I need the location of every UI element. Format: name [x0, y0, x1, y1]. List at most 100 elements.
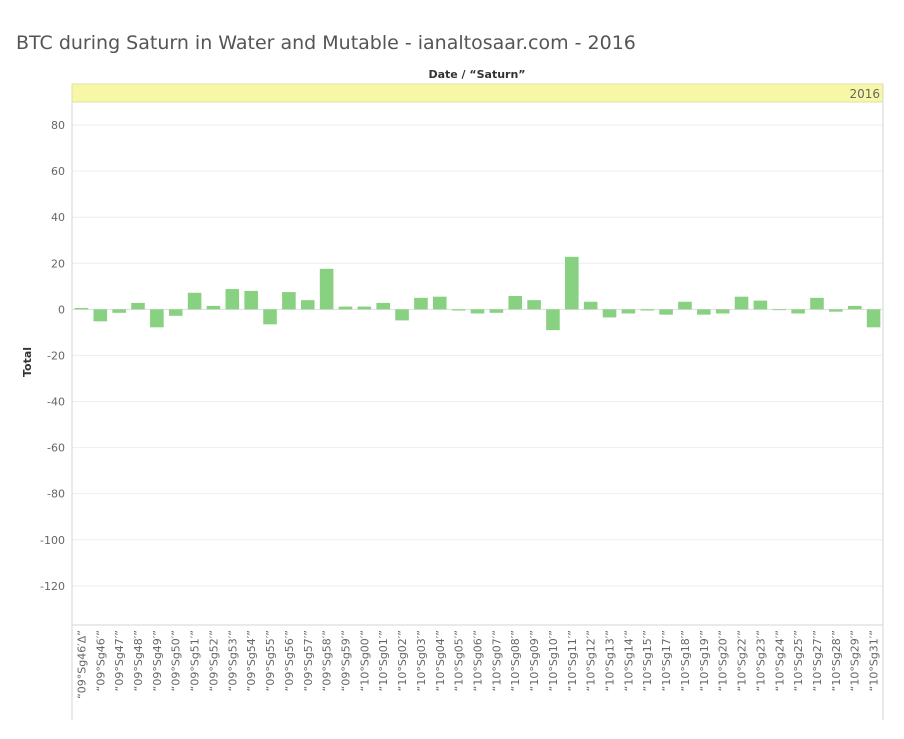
- x-tick-label: “10°Sg20′”: [717, 630, 730, 691]
- bar[interactable]: [74, 307, 89, 310]
- bar[interactable]: [206, 305, 221, 310]
- x-tick-label: “10°Sg01′”: [377, 630, 390, 691]
- bar[interactable]: [263, 309, 277, 325]
- bar[interactable]: [300, 300, 315, 310]
- x-tick-label: “10°Sg18′”: [679, 630, 692, 691]
- x-tick-label: “10°Sg03′”: [415, 630, 428, 691]
- bar[interactable]: [527, 300, 541, 310]
- x-tick-label: “10°Sg15′”: [641, 630, 654, 691]
- bar[interactable]: [734, 296, 749, 310]
- bar[interactable]: [225, 289, 240, 310]
- bar[interactable]: [131, 302, 145, 310]
- y-tick-label: -100: [40, 534, 65, 547]
- x-tick-label: “10°Sg11′”: [566, 630, 579, 691]
- bar[interactable]: [319, 268, 334, 310]
- bar[interactable]: [357, 306, 372, 310]
- bars: [74, 256, 881, 331]
- x-tick-label: “10°Sg23′”: [754, 630, 767, 691]
- panel-header-band: [71, 83, 884, 103]
- x-tick-label: “10°Sg04′”: [434, 630, 447, 691]
- x-tick-label: “09°Sg48′”: [132, 630, 145, 691]
- x-tick-label: “09°Sg52′”: [207, 630, 220, 691]
- x-tick-label: “09°Sg58′”: [321, 630, 334, 691]
- x-tick-label: “10°Sg00′”: [358, 630, 371, 691]
- bar[interactable]: [414, 297, 428, 310]
- bar[interactable]: [847, 305, 862, 310]
- x-axis-ticks: “09°Sg46′Δ” “09°Sg46′” “09°Sg47′” “09°Sg48′…: [75, 630, 880, 699]
- bar[interactable]: [376, 302, 390, 310]
- bar[interactable]: [866, 309, 881, 328]
- bar[interactable]: [187, 292, 202, 310]
- panel-year-label: 2016: [849, 87, 880, 101]
- x-tick-label: “10°Sg10′”: [547, 630, 560, 691]
- chart-title: BTC during Saturn in Water and Mutable -…: [16, 32, 636, 54]
- bar[interactable]: [451, 309, 466, 311]
- bar[interactable]: [112, 309, 126, 313]
- y-tick-label: 40: [51, 211, 65, 224]
- x-tick-label: “10°Sg17′”: [660, 630, 673, 691]
- x-tick-label: “10°Sg09′”: [528, 630, 541, 691]
- bar[interactable]: [432, 296, 447, 310]
- bar[interactable]: [93, 309, 108, 322]
- bar[interactable]: [640, 309, 655, 311]
- y-tick-label: 60: [51, 165, 65, 178]
- x-tick-label: “09°Sg59′”: [339, 630, 352, 691]
- y-axis-label: Total: [21, 347, 34, 377]
- x-tick-label: “09°Sg54′”: [245, 630, 258, 691]
- bar[interactable]: [565, 256, 579, 310]
- bar[interactable]: [715, 309, 730, 314]
- x-tick-label: “10°Sg14′”: [622, 630, 635, 691]
- bar[interactable]: [470, 309, 485, 314]
- x-tick-label: “10°Sg29′”: [849, 630, 862, 691]
- x-tick-label: “10°Sg24′”: [773, 630, 786, 691]
- x-tick-label: “09°Sg57′”: [302, 630, 315, 691]
- bar[interactable]: [791, 309, 805, 314]
- bar[interactable]: [602, 309, 617, 318]
- bar[interactable]: [753, 300, 768, 310]
- x-tick-label: “09°Sg47′”: [113, 630, 126, 691]
- x-tick-label: “10°Sg08′”: [509, 630, 522, 691]
- y-tick-label: -120: [40, 580, 65, 593]
- bar[interactable]: [678, 301, 692, 310]
- bar[interactable]: [583, 301, 598, 310]
- x-tick-label: “10°Sg19′”: [698, 630, 711, 691]
- x-tick-label: “10°Sg07′”: [490, 630, 503, 691]
- x-tick-label: “10°Sg13′”: [604, 630, 617, 691]
- x-tick-label: “10°Sg31′”: [868, 630, 881, 691]
- x-tick-label: “10°Sg12′”: [585, 630, 598, 691]
- x-tick-label: “09°Sg56′”: [283, 630, 296, 691]
- bar[interactable]: [150, 309, 164, 328]
- bar[interactable]: [508, 295, 523, 310]
- bar[interactable]: [244, 290, 258, 310]
- bar[interactable]: [338, 306, 353, 310]
- bar[interactable]: [810, 297, 824, 310]
- bar[interactable]: [395, 309, 409, 321]
- bar[interactable]: [489, 309, 504, 313]
- y-tick-label: 20: [51, 257, 65, 270]
- x-tick-label: “10°Sg05′”: [453, 630, 466, 691]
- x-tick-label: “10°Sg06′”: [472, 630, 485, 691]
- bar[interactable]: [659, 309, 673, 315]
- bar[interactable]: [621, 309, 636, 314]
- y-tick-label: -60: [47, 442, 65, 455]
- y-tick-label: 0: [58, 303, 65, 316]
- bar[interactable]: [697, 309, 711, 315]
- bar[interactable]: [168, 309, 183, 316]
- x-tick-label: “10°Sg02′”: [396, 630, 409, 691]
- x-tick-label: “10°Sg27′”: [811, 630, 824, 691]
- x-tick-label: “09°Sg55′”: [264, 630, 277, 691]
- y-tick-label: -40: [47, 396, 65, 409]
- x-tick-label: “09°Sg49′”: [151, 630, 164, 691]
- x-tick-label: “09°Sg50′”: [170, 630, 183, 691]
- bar[interactable]: [546, 309, 560, 331]
- bar[interactable]: [829, 309, 843, 312]
- bar[interactable]: [282, 292, 296, 310]
- y-tick-label: -20: [47, 349, 65, 362]
- column-header-label: Date / “Saturn”: [428, 68, 525, 81]
- x-tick-label: “10°Sg25′”: [792, 630, 805, 691]
- x-tick-label: “10°Sg28′”: [830, 630, 843, 691]
- x-tick-label: “09°Sg51′”: [189, 630, 202, 691]
- bar[interactable]: [772, 309, 787, 311]
- x-tick-label: “09°Sg46′Δ”: [75, 630, 88, 699]
